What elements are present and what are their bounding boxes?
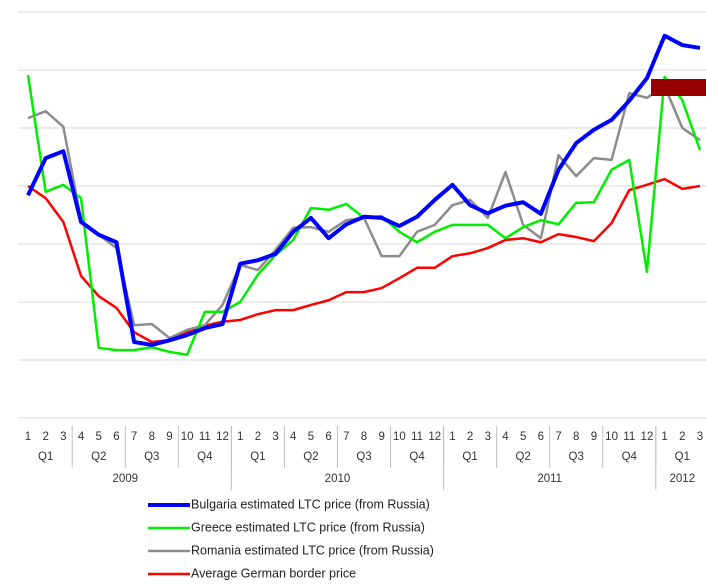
x-tick-label: 6 bbox=[538, 431, 544, 443]
x-tick-label: 1 bbox=[237, 431, 243, 443]
overlay-box bbox=[651, 79, 706, 96]
x-tick-label: 12 bbox=[216, 431, 229, 443]
x-tick-label: 9 bbox=[166, 431, 172, 443]
x-tick-label: 3 bbox=[485, 431, 491, 443]
series-line bbox=[27, 84, 701, 340]
x-tick-label: 6 bbox=[325, 431, 331, 443]
quarter-label: Q3 bbox=[569, 451, 584, 463]
x-tick-label: 2 bbox=[467, 431, 473, 443]
legend-label: Greece estimated LTC price (from Russia) bbox=[191, 520, 425, 534]
quarter-label: Q4 bbox=[622, 451, 638, 463]
x-tick-label: 2 bbox=[679, 431, 685, 443]
year-label: 2009 bbox=[112, 473, 138, 485]
quarter-label: Q1 bbox=[675, 451, 690, 463]
x-tick-label: 4 bbox=[502, 431, 509, 443]
x-tick-label: 2 bbox=[255, 431, 261, 443]
x-tick-label: 8 bbox=[573, 431, 579, 443]
quarter-label: Q1 bbox=[250, 451, 265, 463]
x-tick-label: 11 bbox=[411, 431, 423, 443]
x-tick-label: 5 bbox=[96, 431, 102, 443]
x-tick-label: 12 bbox=[428, 431, 441, 443]
x-tick-label: 10 bbox=[181, 431, 194, 443]
series-line bbox=[27, 177, 701, 344]
year-label: 2010 bbox=[325, 473, 351, 485]
quarter-label: Q3 bbox=[144, 451, 159, 463]
x-tick-label: 8 bbox=[149, 431, 155, 443]
x-tick-label: 5 bbox=[520, 431, 526, 443]
grid bbox=[18, 11, 706, 419]
x-tick-label: 1 bbox=[25, 431, 31, 443]
x-tick-label: 7 bbox=[343, 431, 349, 443]
x-tick-label: 1 bbox=[449, 431, 455, 443]
year-label: 2011 bbox=[537, 473, 562, 485]
x-tick-label: 9 bbox=[591, 431, 597, 443]
quarter-label: Q2 bbox=[303, 451, 318, 463]
x-tick-label: 10 bbox=[393, 431, 406, 443]
quarter-label: Q2 bbox=[91, 451, 106, 463]
x-axis: 1 2 3 4 5 6 7 8 9 10 11 12 1 2 3 4 5 6 7 8 9 10 11 12 1 2 3 4 5 6 7 8 9 1… bbox=[25, 426, 703, 490]
x-tick-label: 11 bbox=[199, 431, 211, 443]
x-tick-label: 12 bbox=[641, 431, 654, 443]
x-tick-label: 6 bbox=[113, 431, 119, 443]
legend-label: Bulgaria estimated LTC price (from Russi… bbox=[191, 497, 430, 511]
x-tick-label: 3 bbox=[60, 431, 66, 443]
x-tick-label: 5 bbox=[308, 431, 314, 443]
x-tick-label: 9 bbox=[378, 431, 384, 443]
quarter-label: Q4 bbox=[197, 451, 213, 463]
quarter-label: Q4 bbox=[409, 451, 425, 463]
quarter-label: Q3 bbox=[356, 451, 371, 463]
x-tick-label: 7 bbox=[131, 431, 137, 443]
x-tick-label: 3 bbox=[697, 431, 703, 443]
quarter-label: Q1 bbox=[38, 451, 53, 463]
year-label: 2012 bbox=[670, 473, 696, 485]
legend-label: Average German border price bbox=[191, 566, 356, 580]
x-tick-label: 10 bbox=[605, 431, 618, 443]
series-line bbox=[26, 33, 701, 347]
x-tick-label: 2 bbox=[42, 431, 48, 443]
x-tick-label: 8 bbox=[361, 431, 367, 443]
x-tick-label: 4 bbox=[290, 431, 297, 443]
legend-label: Romania estimated LTC price (from Russia… bbox=[191, 543, 434, 557]
quarter-label: Q2 bbox=[515, 451, 530, 463]
x-tick-label: 4 bbox=[78, 431, 85, 443]
x-tick-label: 3 bbox=[272, 431, 278, 443]
lines bbox=[26, 33, 702, 357]
x-tick-label: 1 bbox=[661, 431, 667, 443]
legend: Bulgaria estimated LTC price (from Russi… bbox=[148, 497, 434, 580]
x-tick-label: 11 bbox=[623, 431, 635, 443]
quarter-label: Q1 bbox=[462, 451, 477, 463]
x-tick-label: 7 bbox=[555, 431, 561, 443]
